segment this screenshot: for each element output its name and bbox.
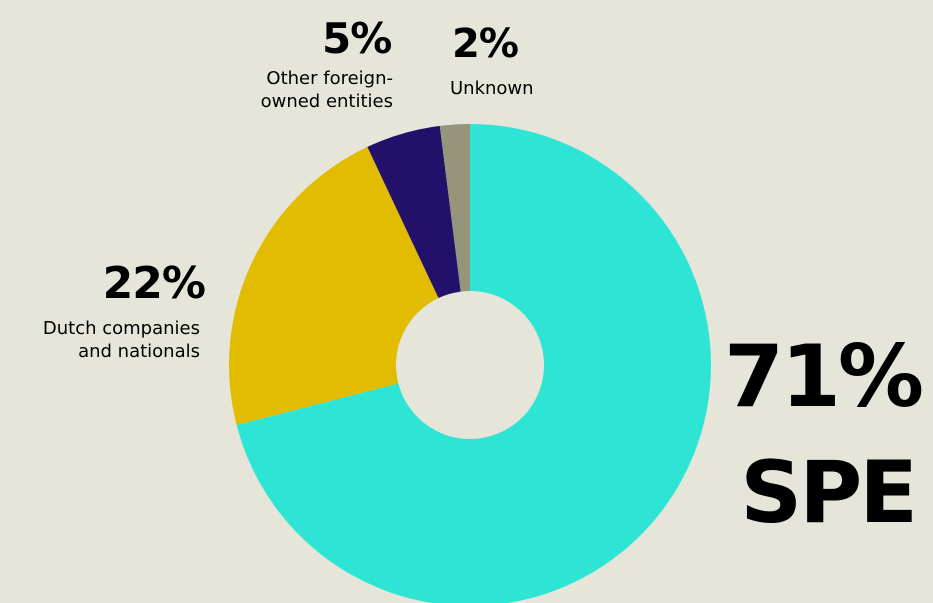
slice-dutch [228, 146, 439, 425]
slice-spe [236, 124, 711, 603]
slice-label-other: Other foreign- owned entities [260, 68, 393, 112]
value-label-spe: 71% [724, 327, 924, 427]
slice-other [367, 125, 461, 299]
value-label-unknown: 2% [452, 21, 519, 67]
slice-label-dutch: Dutch companies and nationals [42, 318, 200, 362]
slice-label-unknown: Unknown [450, 78, 534, 99]
value-label-dutch: 22% [102, 258, 206, 309]
slice-label-spe: SPE [740, 443, 918, 543]
slice-unknown [439, 124, 470, 292]
value-label-other: 5% [322, 14, 392, 63]
